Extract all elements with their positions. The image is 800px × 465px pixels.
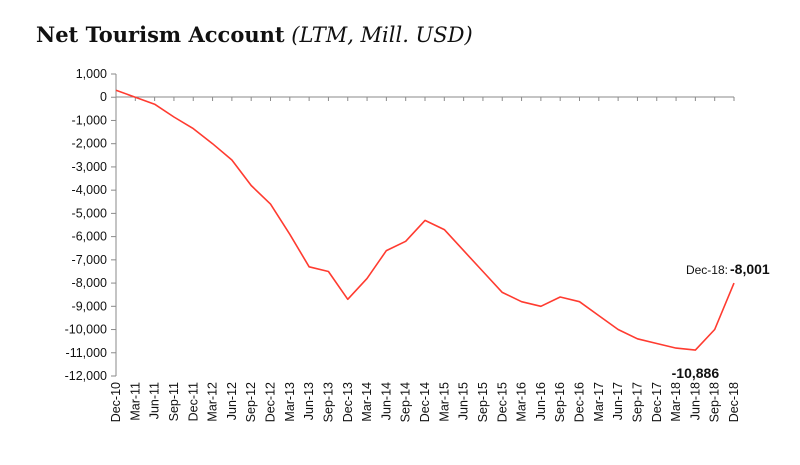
y-tick-label: -4,000 bbox=[72, 183, 107, 197]
annotation-label: Dec-18: bbox=[686, 263, 728, 277]
x-tick-label: Jun-12 bbox=[225, 382, 239, 420]
x-tick-label: Dec-17 bbox=[650, 382, 664, 422]
x-axis: Dec-10 Mar-11 Jun-11 Sep-11 Dec-11 Mar-12 Jun-… bbox=[109, 96, 741, 422]
x-tick-label: Sep-14 bbox=[399, 382, 413, 422]
x-tick-label: Sep-16 bbox=[553, 382, 567, 422]
x-tick-label: Jun-14 bbox=[379, 382, 393, 420]
y-tick-label: -9,000 bbox=[72, 299, 107, 313]
y-tick-label: -3,000 bbox=[72, 160, 107, 174]
annotations-group: Dec-18: -8,001 -10,886 bbox=[672, 261, 770, 381]
y-tick-label: -7,000 bbox=[72, 253, 107, 267]
x-tick-label: Jun-17 bbox=[611, 382, 625, 420]
x-tick-label: Dec-10 bbox=[109, 382, 123, 422]
annotation-value-last: -8,001 bbox=[730, 261, 770, 277]
x-tick-label: Mar-13 bbox=[283, 382, 297, 422]
title-subtitle: (LTM, Mill. USD) bbox=[291, 23, 473, 47]
y-tick-label: -12,000 bbox=[65, 369, 107, 383]
y-tick-label: -10,000 bbox=[65, 323, 107, 337]
x-tick-label: Mar-12 bbox=[206, 382, 220, 422]
y-tick-label: -1,000 bbox=[72, 113, 107, 127]
x-tick-label: Dec-13 bbox=[341, 382, 355, 422]
x-tick-label: Dec-11 bbox=[186, 382, 200, 421]
x-tick-label: Jun-15 bbox=[457, 382, 471, 420]
x-tick-label: Dec-16 bbox=[573, 382, 587, 422]
y-tick-label: 1,000 bbox=[76, 67, 107, 81]
x-tick-label: Sep-11 bbox=[167, 382, 181, 421]
x-tick-label: Sep-17 bbox=[630, 382, 644, 422]
x-tick-label: Mar-16 bbox=[515, 382, 529, 422]
y-tick-label: -8,000 bbox=[72, 276, 107, 290]
x-tick-label: Jun-16 bbox=[534, 382, 548, 420]
title-main: Net Tourism Account bbox=[36, 22, 285, 47]
chart-title: Net Tourism Account (LTM, Mill. USD) bbox=[36, 22, 473, 47]
x-tick-label: Sep-13 bbox=[321, 382, 335, 422]
x-tick-label: Mar-14 bbox=[360, 382, 374, 422]
x-tick-label: Jun-18 bbox=[688, 382, 702, 420]
x-tick-label: Mar-17 bbox=[592, 382, 606, 422]
annotation-value-min: -10,886 bbox=[672, 365, 720, 381]
y-tick-label: 0 bbox=[100, 90, 107, 104]
series-line bbox=[115, 89, 735, 351]
x-tick-label: Jun-13 bbox=[302, 382, 316, 420]
x-tick-label: Dec-14 bbox=[418, 382, 432, 422]
y-tick-label: -2,000 bbox=[72, 137, 107, 151]
x-tick-label: Sep-15 bbox=[476, 382, 490, 422]
x-tick-label: Mar-11 bbox=[128, 382, 142, 421]
x-tick-label: Dec-15 bbox=[495, 382, 509, 422]
x-tick-label: Sep-18 bbox=[708, 382, 722, 422]
x-tick-label: Dec-12 bbox=[264, 382, 278, 422]
x-tick-label: Jun-11 bbox=[148, 382, 162, 419]
x-tick-label: Sep-12 bbox=[244, 382, 258, 422]
y-tick-label: -11,000 bbox=[66, 346, 108, 360]
y-tick-label: -6,000 bbox=[72, 230, 107, 244]
series-group bbox=[115, 89, 735, 351]
y-axis: 1,000 0 -1,000 -2,000 -3,000 -4,000 -5,000 -6,0… bbox=[65, 67, 117, 383]
y-tick-label: -5,000 bbox=[72, 206, 107, 220]
x-tick-label: Mar-18 bbox=[669, 382, 683, 422]
x-tick-label: Dec-18 bbox=[727, 382, 741, 422]
x-tick-label: Mar-15 bbox=[437, 382, 451, 422]
